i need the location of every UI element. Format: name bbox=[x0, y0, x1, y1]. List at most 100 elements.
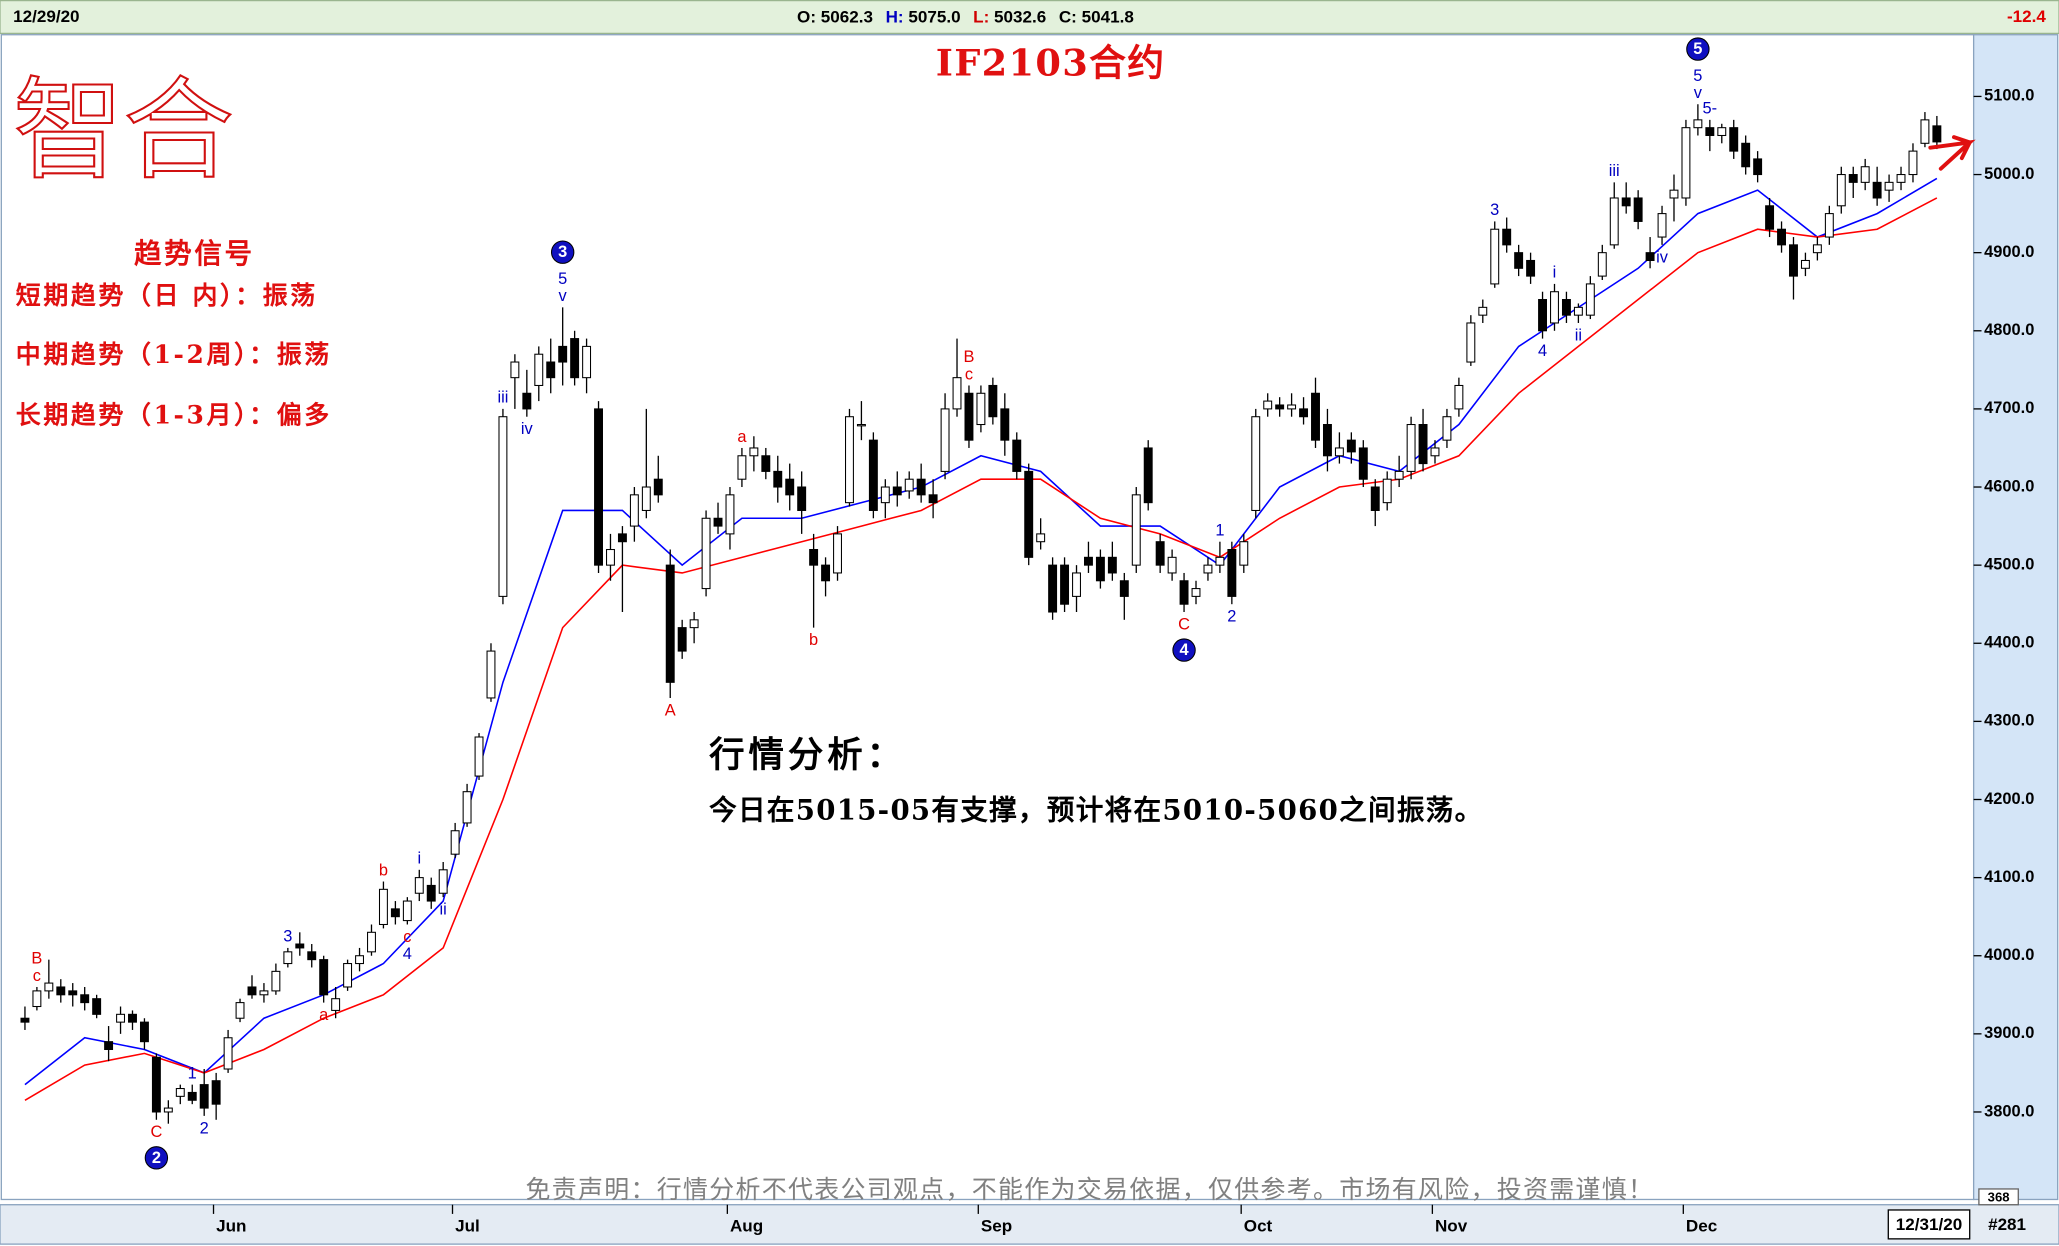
candle-body bbox=[1095, 556, 1105, 582]
candle-body bbox=[1000, 408, 1010, 441]
candle-body bbox=[1012, 439, 1022, 472]
candle-body bbox=[629, 494, 639, 527]
candle-body bbox=[916, 478, 926, 496]
candle-body bbox=[1179, 580, 1189, 605]
candle-body bbox=[1848, 174, 1858, 183]
end-date: 12/31/20 bbox=[1896, 1215, 1962, 1234]
wave-label: 5 bbox=[1693, 40, 1702, 58]
candle-body bbox=[343, 963, 353, 988]
candle-body bbox=[211, 1080, 221, 1105]
candle-body bbox=[1334, 447, 1344, 457]
corner-box bbox=[1978, 1188, 2019, 1206]
header-bar bbox=[0, 0, 2059, 35]
wave-label: iii bbox=[497, 389, 508, 407]
candle-body bbox=[1394, 470, 1404, 480]
candle-body bbox=[641, 486, 651, 511]
candle-body bbox=[331, 998, 341, 1011]
candle-body bbox=[128, 1013, 137, 1023]
candle-body bbox=[1346, 439, 1356, 453]
candle-body bbox=[1573, 306, 1583, 316]
candle-body bbox=[1705, 127, 1715, 137]
candle-body bbox=[1478, 306, 1488, 316]
wave-label: c bbox=[965, 365, 973, 383]
wave-label: 5 bbox=[1693, 67, 1702, 85]
month-labels: Jun Jul Aug Sep Oct Nov Dec bbox=[212, 1204, 1717, 1236]
y-tick-label: 4100.0 bbox=[1984, 868, 2034, 886]
candle-body bbox=[558, 345, 568, 363]
wave-label: 3 bbox=[1490, 201, 1499, 219]
candle-body bbox=[1824, 213, 1834, 238]
wave-circle bbox=[550, 240, 575, 264]
time-axis bbox=[0, 1204, 2059, 1245]
candle-body bbox=[1048, 564, 1058, 613]
candle-body bbox=[1836, 174, 1846, 207]
trend-line: 中期趋势（1-2周）：振荡 bbox=[16, 340, 332, 369]
wave-label: C bbox=[150, 1123, 162, 1141]
candle-body bbox=[677, 627, 687, 652]
candle-body bbox=[1251, 416, 1261, 511]
candle-body bbox=[856, 424, 866, 427]
candle-body bbox=[1789, 244, 1798, 277]
y-tick-label: 3800.0 bbox=[1984, 1102, 2034, 1120]
candle-body bbox=[68, 990, 78, 996]
trend-title: 趋势信号 bbox=[134, 237, 255, 270]
candle-body bbox=[283, 951, 293, 965]
wave-label: 5 bbox=[558, 270, 567, 288]
candle-body bbox=[534, 353, 544, 386]
wave-label: 3 bbox=[283, 928, 292, 946]
candle-body bbox=[797, 486, 807, 511]
wave-label: 2 bbox=[1227, 608, 1236, 626]
wave-label: c bbox=[33, 967, 41, 985]
wave-circle bbox=[1172, 638, 1196, 662]
wave-label: 1 bbox=[188, 1064, 197, 1082]
candle-body bbox=[570, 338, 580, 379]
header-date: 12/29/20 bbox=[13, 7, 79, 26]
candle-body bbox=[1442, 416, 1452, 441]
candle-body bbox=[367, 931, 376, 953]
candle-body bbox=[1920, 119, 1930, 144]
wave-label: 4 bbox=[1538, 342, 1547, 360]
candle-body bbox=[1311, 392, 1320, 441]
y-tick-label: 4600.0 bbox=[1984, 477, 2034, 495]
candle-body bbox=[606, 548, 615, 566]
candle-body bbox=[952, 377, 962, 410]
open-label: O: bbox=[797, 7, 816, 26]
candle-body bbox=[1502, 228, 1512, 246]
analysis-title: 行情分析： bbox=[709, 734, 906, 775]
chart-title: IF2103合约 bbox=[936, 41, 1166, 85]
wave-label: 3 bbox=[558, 243, 567, 261]
candle-body bbox=[1561, 299, 1571, 316]
candle-body bbox=[725, 494, 735, 535]
arrow bbox=[1928, 135, 1976, 171]
candle-body bbox=[1143, 447, 1153, 504]
y-tick-label: 4400.0 bbox=[1984, 634, 2034, 652]
candle-body bbox=[1287, 404, 1297, 410]
plot-area bbox=[0, 34, 1975, 1201]
x-tick-label: Jul bbox=[455, 1217, 480, 1236]
wave-label: b bbox=[379, 861, 388, 879]
candle-body bbox=[1884, 181, 1894, 191]
candle-body bbox=[355, 955, 365, 965]
candle-body bbox=[187, 1091, 197, 1101]
candle-body bbox=[92, 998, 102, 1015]
candle-body bbox=[546, 361, 556, 379]
candle-body bbox=[594, 408, 603, 566]
x-tick-label: Dec bbox=[1686, 1217, 1717, 1236]
candle-body bbox=[1765, 205, 1775, 230]
candle-body bbox=[1621, 197, 1631, 207]
wave-label: ii bbox=[1575, 326, 1582, 344]
y-tick-label: 4700.0 bbox=[1984, 399, 2034, 417]
candle-body bbox=[1418, 424, 1428, 465]
y-tick-label: 4000.0 bbox=[1984, 946, 2034, 964]
wave-label: A bbox=[665, 701, 676, 719]
candle-body bbox=[1872, 181, 1882, 199]
candle-body bbox=[223, 1037, 233, 1070]
candle-body bbox=[1299, 408, 1309, 418]
candle-body bbox=[582, 345, 592, 379]
candle-body bbox=[821, 564, 831, 582]
candle-body bbox=[892, 486, 902, 496]
wave-label: iv bbox=[521, 420, 534, 438]
candle-body bbox=[1227, 548, 1237, 597]
wave-label: v bbox=[1694, 84, 1703, 102]
